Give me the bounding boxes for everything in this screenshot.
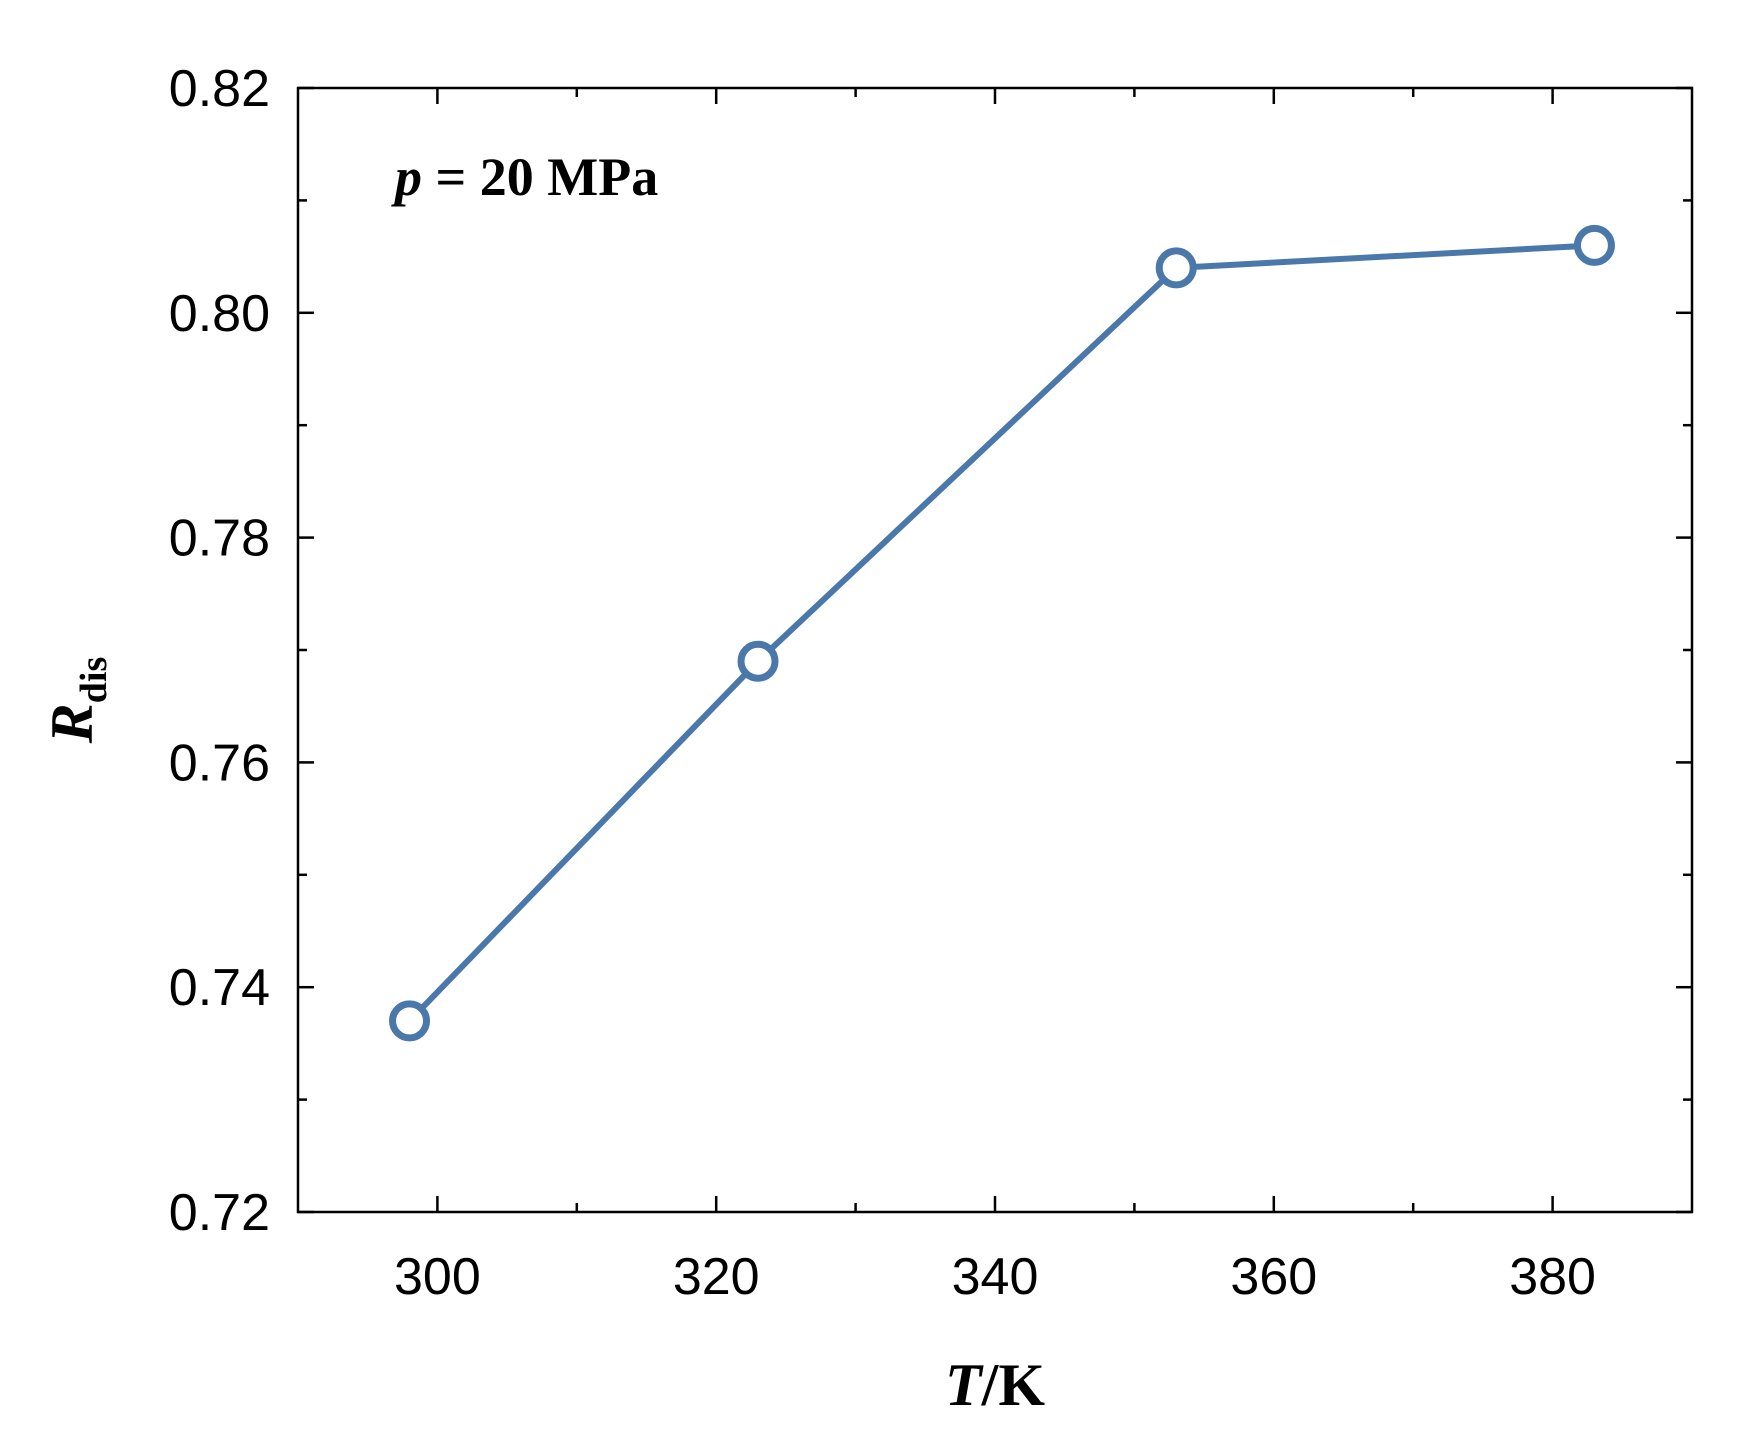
x-axis-title: T/K [945,1352,1045,1418]
y-tick-label: 0.80 [169,285,270,343]
annotation-var: p [391,147,422,207]
x-axis-unit: /K [981,1352,1046,1418]
x-tick-label: 360 [1230,1248,1317,1306]
y-tick-label: 0.82 [169,60,270,118]
series-line [407,242,1595,1024]
y-axis-var: R [39,703,105,744]
pressure-annotation: p = 20 MPa [391,147,658,207]
axis-ticks [298,86,1692,1214]
data-point-marker [1573,224,1615,266]
x-tick-labels: 300 320 340 360 380 [394,1248,1596,1306]
y-tick-label: 0.76 [169,734,270,792]
y-axis-subscript: dis [73,657,115,703]
plot-frame [296,86,1694,1214]
svg-text:Rdis: Rdis [39,657,115,745]
y-tick-label: 0.78 [169,510,270,568]
data-point-marker [1155,247,1197,289]
series-layer [389,224,1615,1042]
y-tick-labels: 0.72 0.74 0.76 0.78 0.80 0.82 [169,60,270,1242]
x-tick-label: 340 [952,1248,1039,1306]
annotation-rest: = 20 MPa [422,147,658,207]
y-tick-label: 0.74 [169,959,270,1017]
data-point-marker [389,1000,431,1042]
x-tick-label: 380 [1509,1248,1596,1306]
x-tick-label: 320 [673,1248,760,1306]
x-axis-var: T [945,1352,984,1418]
data-point-marker [737,640,779,682]
x-tick-label: 300 [394,1248,481,1306]
y-tick-label: 0.72 [169,1184,270,1242]
y-axis-title: Rdis [39,657,115,745]
